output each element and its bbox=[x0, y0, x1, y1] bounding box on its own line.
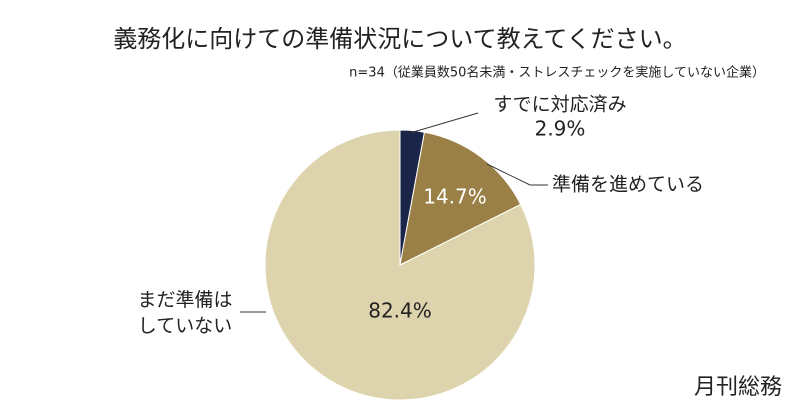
chart-title: 義務化に向けての準備状況について教えてください。 bbox=[113, 25, 686, 53]
value-label: 82.4% bbox=[368, 299, 432, 323]
pie-slice bbox=[264, 129, 536, 401]
value-label: 2.9% bbox=[535, 117, 586, 141]
value-label: 14.7% bbox=[423, 185, 487, 209]
slice-label: すでに対応済み bbox=[493, 94, 626, 116]
leader-line bbox=[486, 163, 548, 186]
leader-line bbox=[409, 112, 479, 134]
slice-label: まだ準備はしていない bbox=[137, 289, 232, 337]
chart-subtitle: n=34（従業員数50名未満・ストレスチェックを実施していない企業） bbox=[349, 65, 765, 81]
slice-label: 準備を進めている bbox=[552, 174, 704, 196]
brand-logo: 月刊総務 bbox=[694, 375, 782, 400]
